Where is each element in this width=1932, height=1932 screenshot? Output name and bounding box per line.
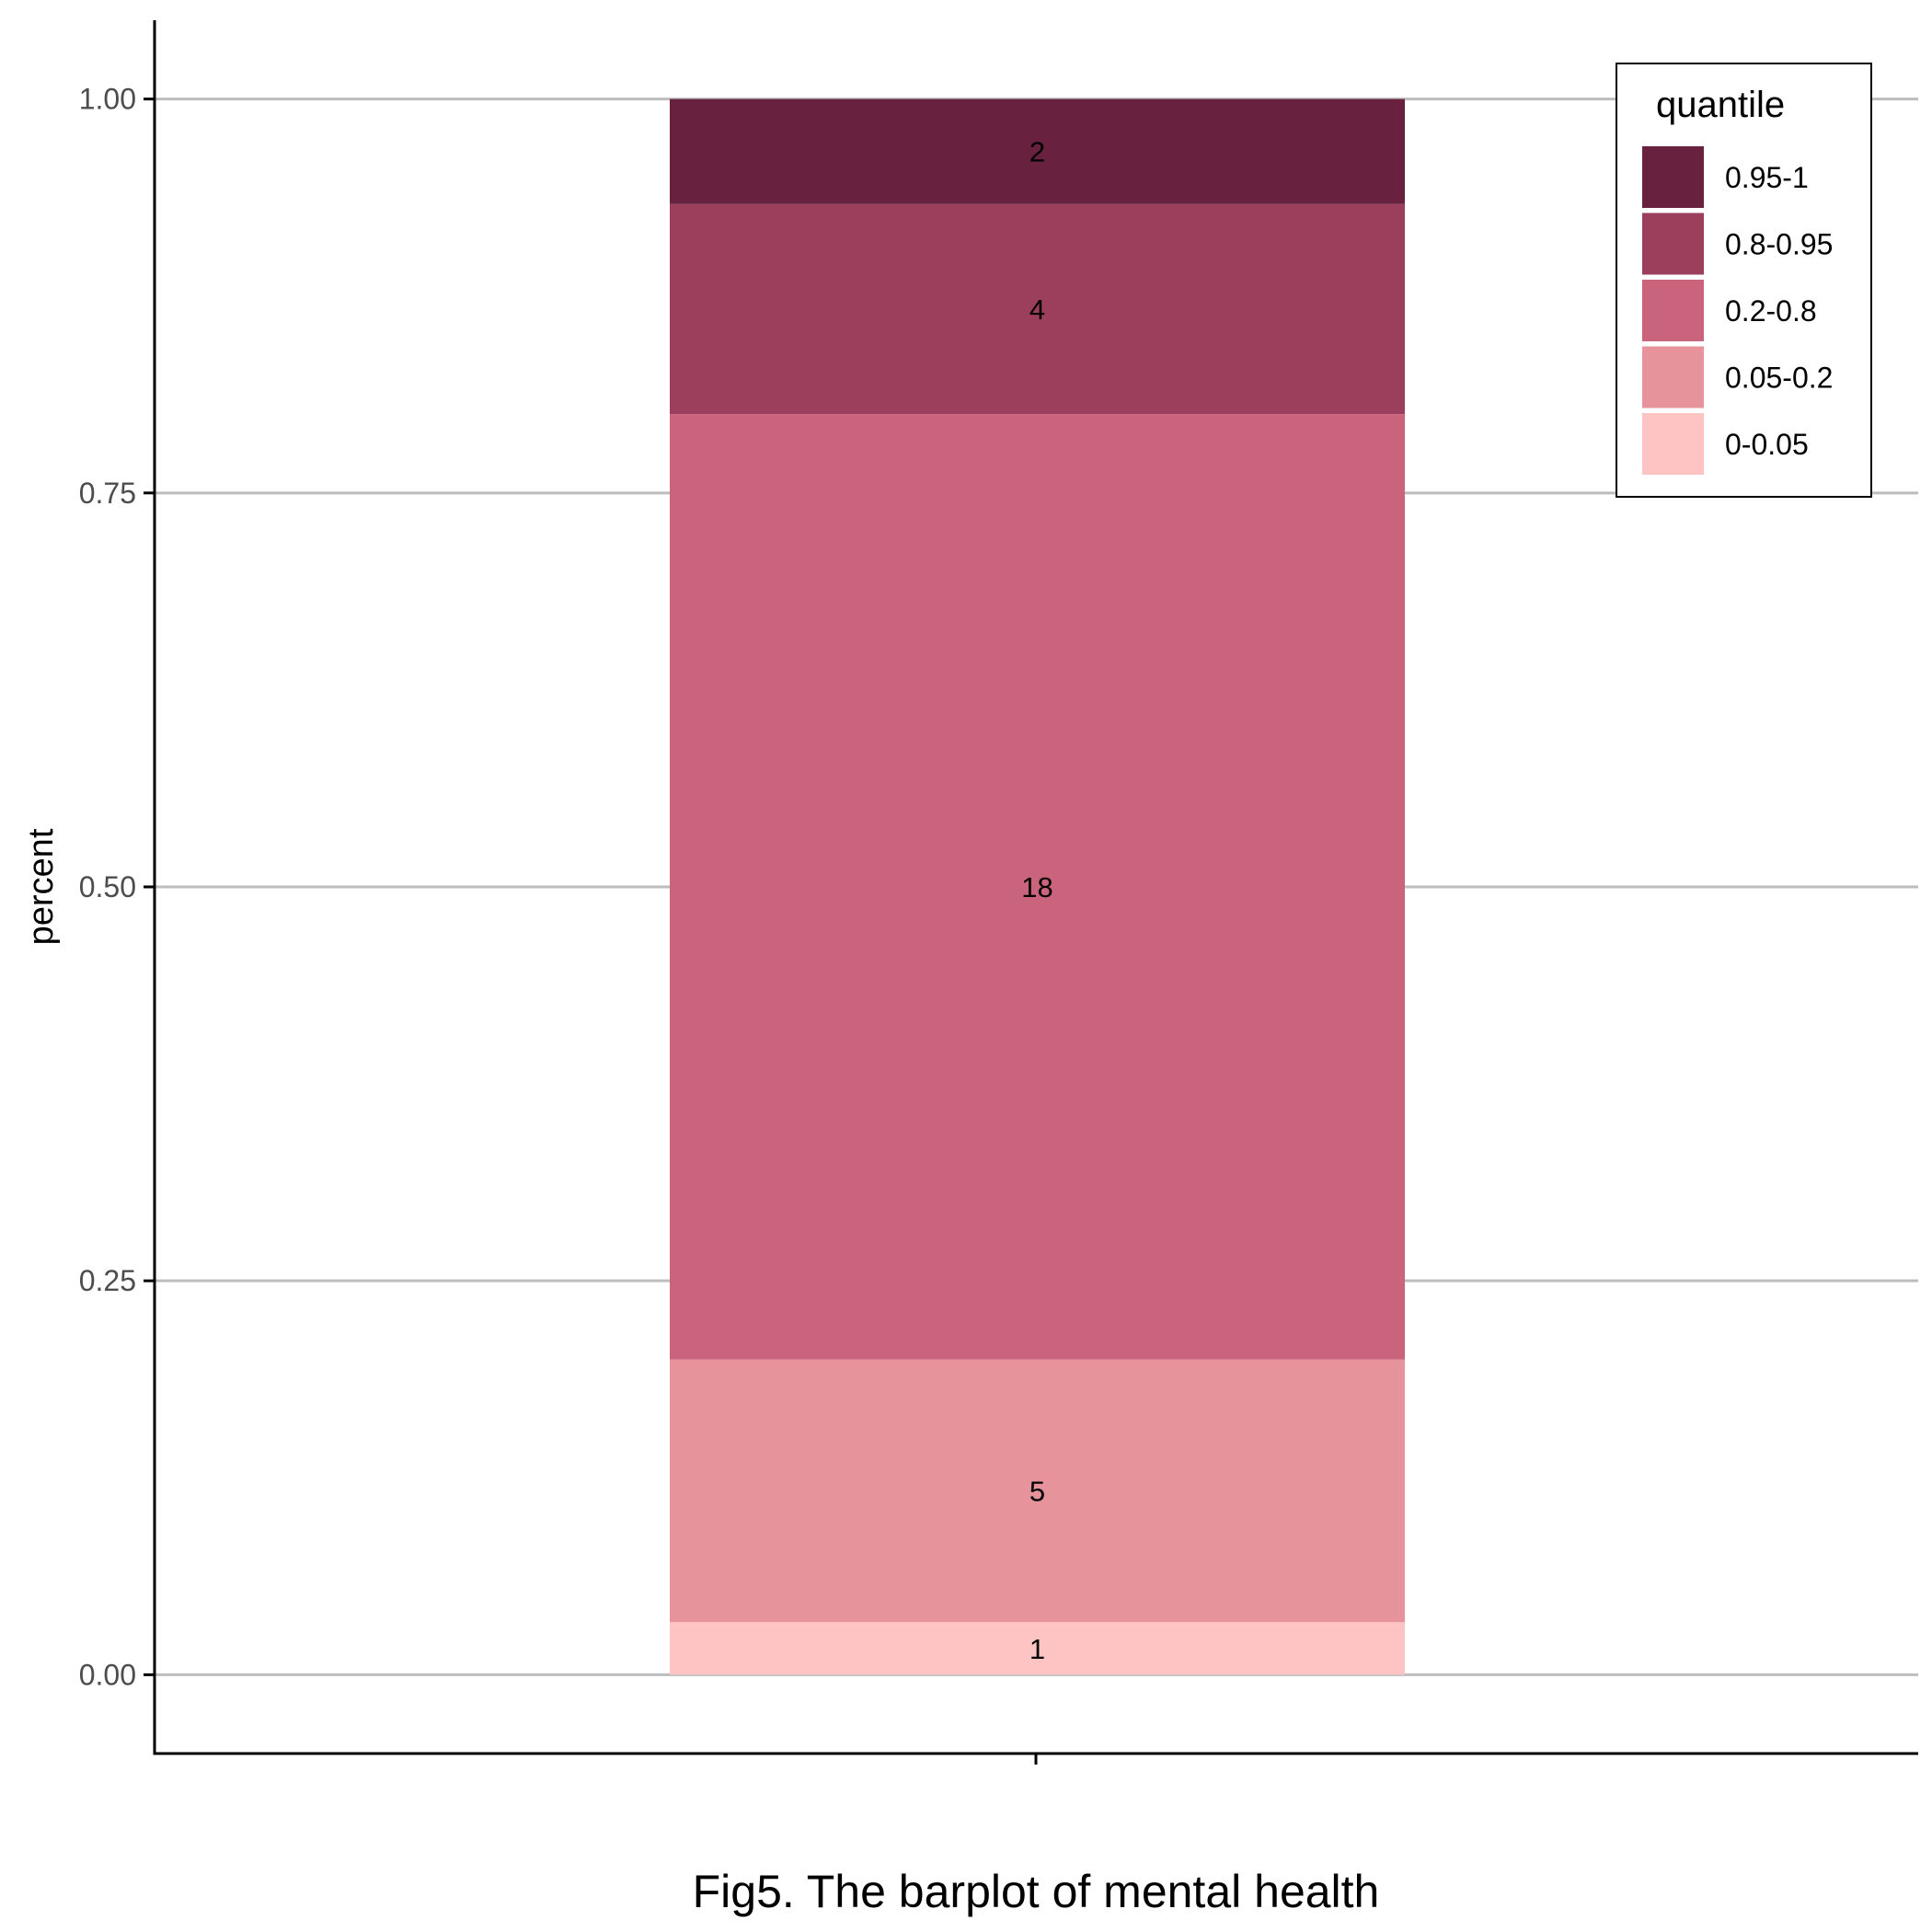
legend-key-0-0.05 <box>1642 413 1704 475</box>
legend: quantile 0.95-1 0.8-0.95 0.2-0.8 0.05-0.2 0-… <box>1616 63 1872 498</box>
legend-label-0.2-0.8: 0.2-0.8 <box>1725 294 1817 328</box>
legend-label-0.95-1: 0.95-1 <box>1725 161 1809 194</box>
legend-key-0.95-1 <box>1642 146 1704 208</box>
y-axis-ticks: 0.00 0.25 0.50 0.75 1.00 <box>79 83 155 1691</box>
y-tick-label-3: 0.75 <box>79 477 136 510</box>
legend-title: quantile <box>1656 85 1785 125</box>
segment-label-0-0.05: 1 <box>1029 1633 1045 1665</box>
bar-segment-0-0.05 <box>670 1622 1405 1675</box>
y-tick-label-4: 1.00 <box>79 83 136 116</box>
legend-label-0-0.05: 0-0.05 <box>1725 428 1809 461</box>
segment-label-0.95-1: 2 <box>1029 136 1045 168</box>
bar-segment-0.2-0.8 <box>670 414 1405 1360</box>
segment-label-0.2-0.8: 18 <box>1021 871 1052 903</box>
segment-label-0.05-0.2: 5 <box>1029 1476 1045 1508</box>
legend-items: 0.95-1 0.8-0.95 0.2-0.8 0.05-0.2 0-0.05 <box>1642 146 1833 475</box>
bar-segment-0.95-1 <box>670 98 1405 204</box>
figure-caption: Fig5. The barplot of mental health <box>693 1866 1380 1917</box>
bar-segment-0.8-0.95 <box>670 203 1405 415</box>
legend-key-0.2-0.8 <box>1642 280 1704 341</box>
legend-key-0.05-0.2 <box>1642 346 1704 408</box>
legend-label-0.05-0.2: 0.05-0.2 <box>1725 362 1833 395</box>
segment-label-0.8-0.95: 4 <box>1029 293 1045 326</box>
bar-segment-0.05-0.2 <box>670 1359 1405 1623</box>
y-tick-label-0: 0.00 <box>79 1658 136 1691</box>
legend-label-0.8-0.95: 0.8-0.95 <box>1725 228 1833 261</box>
y-tick-label-1: 0.25 <box>79 1264 136 1297</box>
y-tick-label-2: 0.50 <box>79 870 136 903</box>
y-axis-title: percent <box>22 828 61 945</box>
bar-segments <box>670 98 1405 1675</box>
legend-key-0.8-0.95 <box>1642 213 1704 275</box>
segment-labels: 1 5 18 4 2 <box>1021 136 1052 1665</box>
